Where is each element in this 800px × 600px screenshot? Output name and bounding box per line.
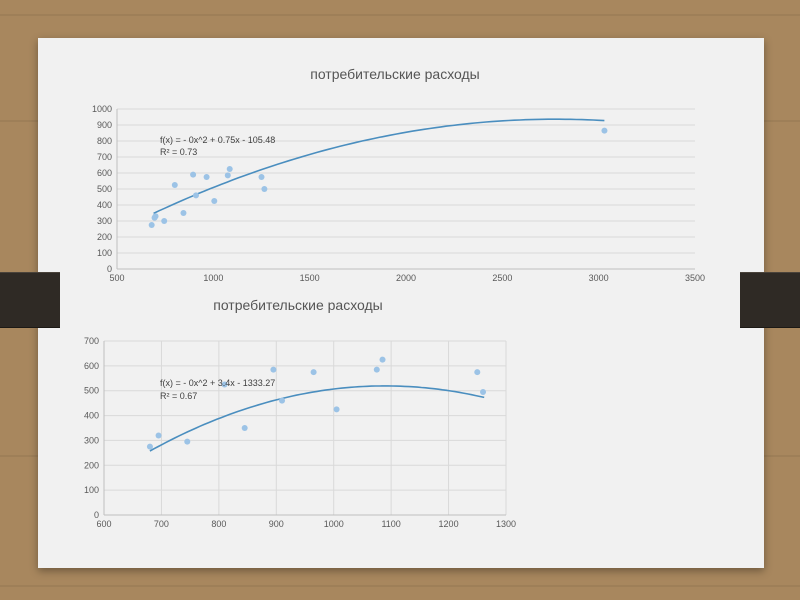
y-tick-label: 100 — [97, 248, 112, 258]
data-point — [180, 210, 187, 216]
y-tick-label: 0 — [94, 510, 99, 520]
data-point — [148, 222, 155, 228]
x-tick-label: 2500 — [492, 273, 512, 283]
data-point — [379, 356, 386, 363]
data-point — [333, 406, 340, 413]
data-point — [373, 366, 380, 373]
x-tick-label: 800 — [211, 519, 226, 529]
data-point — [270, 366, 277, 373]
trendline — [149, 385, 485, 452]
data-point — [161, 218, 168, 224]
x-tick-label: 1000 — [203, 273, 223, 283]
data-point — [310, 369, 317, 376]
y-tick-label: 400 — [84, 411, 99, 421]
y-tick-label: 700 — [84, 336, 99, 346]
y-tick-label: 200 — [97, 232, 112, 242]
data-point — [474, 369, 481, 376]
data-point — [279, 397, 286, 404]
chart-top-r-squared: R² = 0.73 — [160, 147, 197, 157]
x-tick-label: 1300 — [496, 519, 516, 529]
x-tick-label: 1200 — [439, 519, 459, 529]
chart-top: потребительские расходы 0 100 200 300 400 500… — [92, 66, 705, 283]
y-tick-label: 400 — [97, 200, 112, 210]
trendline — [153, 118, 605, 215]
x-tick-label: 1100 — [381, 519, 400, 529]
y-tick-label: 300 — [97, 216, 112, 226]
x-tick-label: 3000 — [589, 273, 609, 283]
x-tick-label: 900 — [269, 519, 284, 529]
data-point — [211, 198, 218, 204]
data-point — [152, 213, 159, 220]
data-point — [221, 381, 228, 388]
data-point — [171, 182, 178, 188]
data-point — [226, 166, 233, 172]
y-tick-label: 0 — [107, 264, 112, 274]
y-tick-label: 900 — [97, 120, 112, 130]
data-point — [146, 443, 153, 450]
chart-bottom: потребительские расходы 0 100 200 300 400 500… — [84, 297, 516, 529]
chart-top-title: потребительские расходы — [310, 66, 480, 82]
data-point — [480, 388, 487, 395]
data-point — [241, 425, 248, 431]
data-point — [155, 432, 162, 439]
left-binder-clip — [0, 272, 60, 328]
slide — [38, 38, 764, 568]
chart-bottom-r-squared: R² = 0.67 — [160, 391, 197, 401]
x-tick-label: 1500 — [300, 273, 320, 283]
right-binder-clip — [740, 272, 800, 328]
data-point — [224, 172, 231, 179]
data-point — [184, 438, 191, 445]
chart-top-equation: f(x) = - 0x^2 + 0.75x - 105.48 — [160, 135, 275, 145]
y-tick-label: 800 — [97, 136, 112, 146]
data-point — [601, 127, 608, 134]
x-tick-label: 600 — [96, 519, 111, 529]
y-tick-label: 200 — [84, 460, 99, 470]
y-tick-label: 600 — [97, 168, 112, 178]
data-point — [261, 186, 268, 192]
data-point — [258, 174, 265, 180]
y-tick-label: 500 — [97, 184, 112, 194]
x-tick-label: 700 — [154, 519, 169, 529]
y-tick-label: 500 — [84, 386, 99, 396]
x-tick-label: 500 — [109, 273, 124, 283]
y-tick-label: 700 — [97, 152, 112, 162]
y-tick-label: 100 — [84, 485, 99, 495]
x-tick-label: 1000 — [324, 519, 344, 529]
chart-bottom-equation: f(x) = - 0x^2 + 3.4x - 1333.27 — [160, 378, 275, 388]
data-point — [190, 171, 197, 178]
y-tick-label: 300 — [84, 435, 99, 445]
data-point — [203, 174, 210, 180]
y-tick-label: 600 — [84, 361, 99, 371]
x-tick-label: 3500 — [685, 273, 705, 283]
data-point — [192, 192, 199, 199]
y-tick-label: 1000 — [92, 104, 112, 114]
x-tick-label: 2000 — [396, 273, 416, 283]
chart-bottom-title: потребительские расходы — [213, 297, 383, 313]
